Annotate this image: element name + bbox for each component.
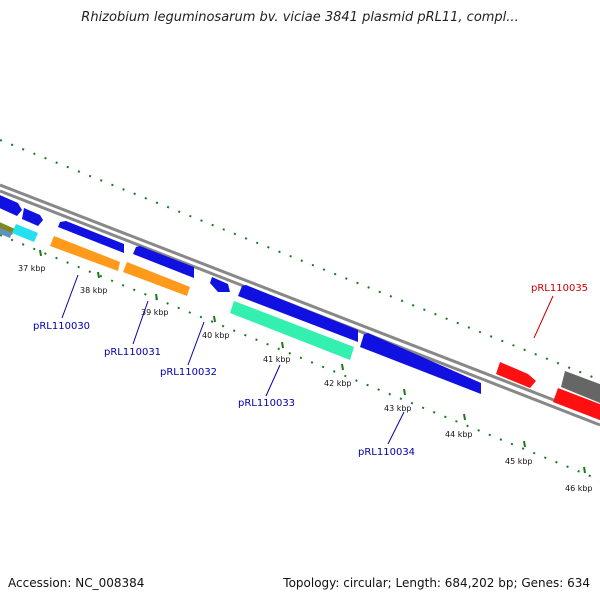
- topology-text: Topology: circular; Length: 684,202 bp; …: [283, 576, 590, 590]
- gene-label-pRL110035[interactable]: pRL110035: [531, 283, 588, 294]
- gene-label-pRL110033[interactable]: pRL110033: [238, 398, 295, 409]
- kbp-label: 41 kbp: [263, 355, 291, 364]
- kbp-label: 38 kbp: [80, 286, 108, 295]
- gene-arrow-red-2[interactable]: [553, 388, 600, 422]
- gene-arrow[interactable]: [0, 193, 22, 216]
- kbp-label: 42 kbp: [324, 379, 352, 388]
- gene-label-pRL110034[interactable]: pRL110034: [358, 447, 415, 458]
- gene-arrow-pRL110030[interactable]: [58, 221, 124, 253]
- kbp-label: 44 kbp: [445, 430, 473, 439]
- gene-arrow-pRL110033[interactable]: [238, 285, 358, 342]
- gene-arrow[interactable]: [210, 277, 230, 292]
- gene-arrows: [0, 193, 600, 422]
- gene-arrow-pRL110031[interactable]: [133, 246, 194, 278]
- map-title: Rhizobium leguminosarum bv. viciae 3841 …: [81, 10, 519, 25]
- gene-arrow[interactable]: [0, 220, 15, 235]
- gene-label-pRL110032[interactable]: pRL110032: [160, 367, 217, 378]
- gene-label-group: pRL110030 pRL110031 pRL110032 pRL110033 …: [33, 283, 588, 458]
- kbp-label-group: 37 kbp 38 kbp 39 kbp 40 kbp 41 kbp 42 kb…: [18, 264, 593, 493]
- gene-arrow-orange-1[interactable]: [50, 236, 120, 271]
- gene-label-leaders: [61, 274, 554, 445]
- kbp-label: 43 kbp: [384, 404, 412, 413]
- gene-arrow[interactable]: [12, 224, 38, 242]
- inner-tick-ring: [0, 234, 600, 481]
- gene-arrow-orange-2[interactable]: [123, 262, 190, 296]
- kbp-label: 40 kbp: [202, 331, 230, 340]
- kbp-label: 45 kbp: [505, 457, 533, 466]
- gene-label-pRL110030[interactable]: pRL110030: [33, 321, 90, 332]
- accession-text: Accession: NC_008384: [8, 576, 145, 590]
- backbone-line-upper: [0, 183, 600, 420]
- kbp-label: 46 kbp: [565, 484, 593, 493]
- gene-arrow-teal[interactable]: [230, 301, 354, 360]
- gene-arrow-pRL110035[interactable]: [496, 362, 536, 388]
- kbp-ticks: [39, 249, 586, 474]
- gene-label-pRL110031[interactable]: pRL110031: [104, 347, 161, 358]
- gene-arrow[interactable]: [0, 226, 12, 238]
- kbp-label: 39 kbp: [141, 308, 169, 317]
- gene-arrow[interactable]: [22, 208, 43, 226]
- gene-arrow-gray[interactable]: [561, 371, 600, 405]
- kbp-label: 37 kbp: [18, 264, 46, 273]
- gene-arrow-pRL110034[interactable]: [360, 333, 481, 394]
